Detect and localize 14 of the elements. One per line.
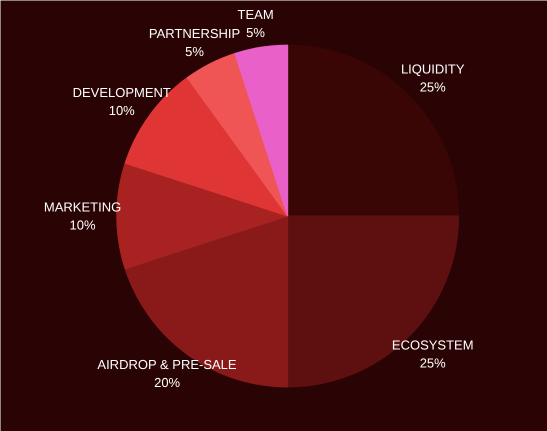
slice-label: DEVELOPMENT bbox=[72, 84, 171, 100]
slice-label: LIQUIDITY bbox=[400, 62, 465, 77]
data-label: 5% bbox=[185, 44, 204, 59]
data-label: 10% bbox=[108, 102, 136, 118]
slice-label: AIRDROP & PRE-SALE bbox=[97, 357, 237, 372]
data-label: 25% bbox=[420, 80, 446, 95]
data-label: 10% bbox=[70, 218, 96, 232]
slice-label: ECOSYSTEM bbox=[392, 337, 474, 352]
data-label: 5% bbox=[246, 24, 266, 40]
slice-label: MARKETING bbox=[44, 200, 122, 214]
slice-label: PARTNERSHIP bbox=[148, 26, 240, 41]
slice-label: TEAM bbox=[238, 6, 274, 22]
data-label: 20% bbox=[154, 375, 181, 390]
data-label: 25% bbox=[420, 355, 446, 370]
